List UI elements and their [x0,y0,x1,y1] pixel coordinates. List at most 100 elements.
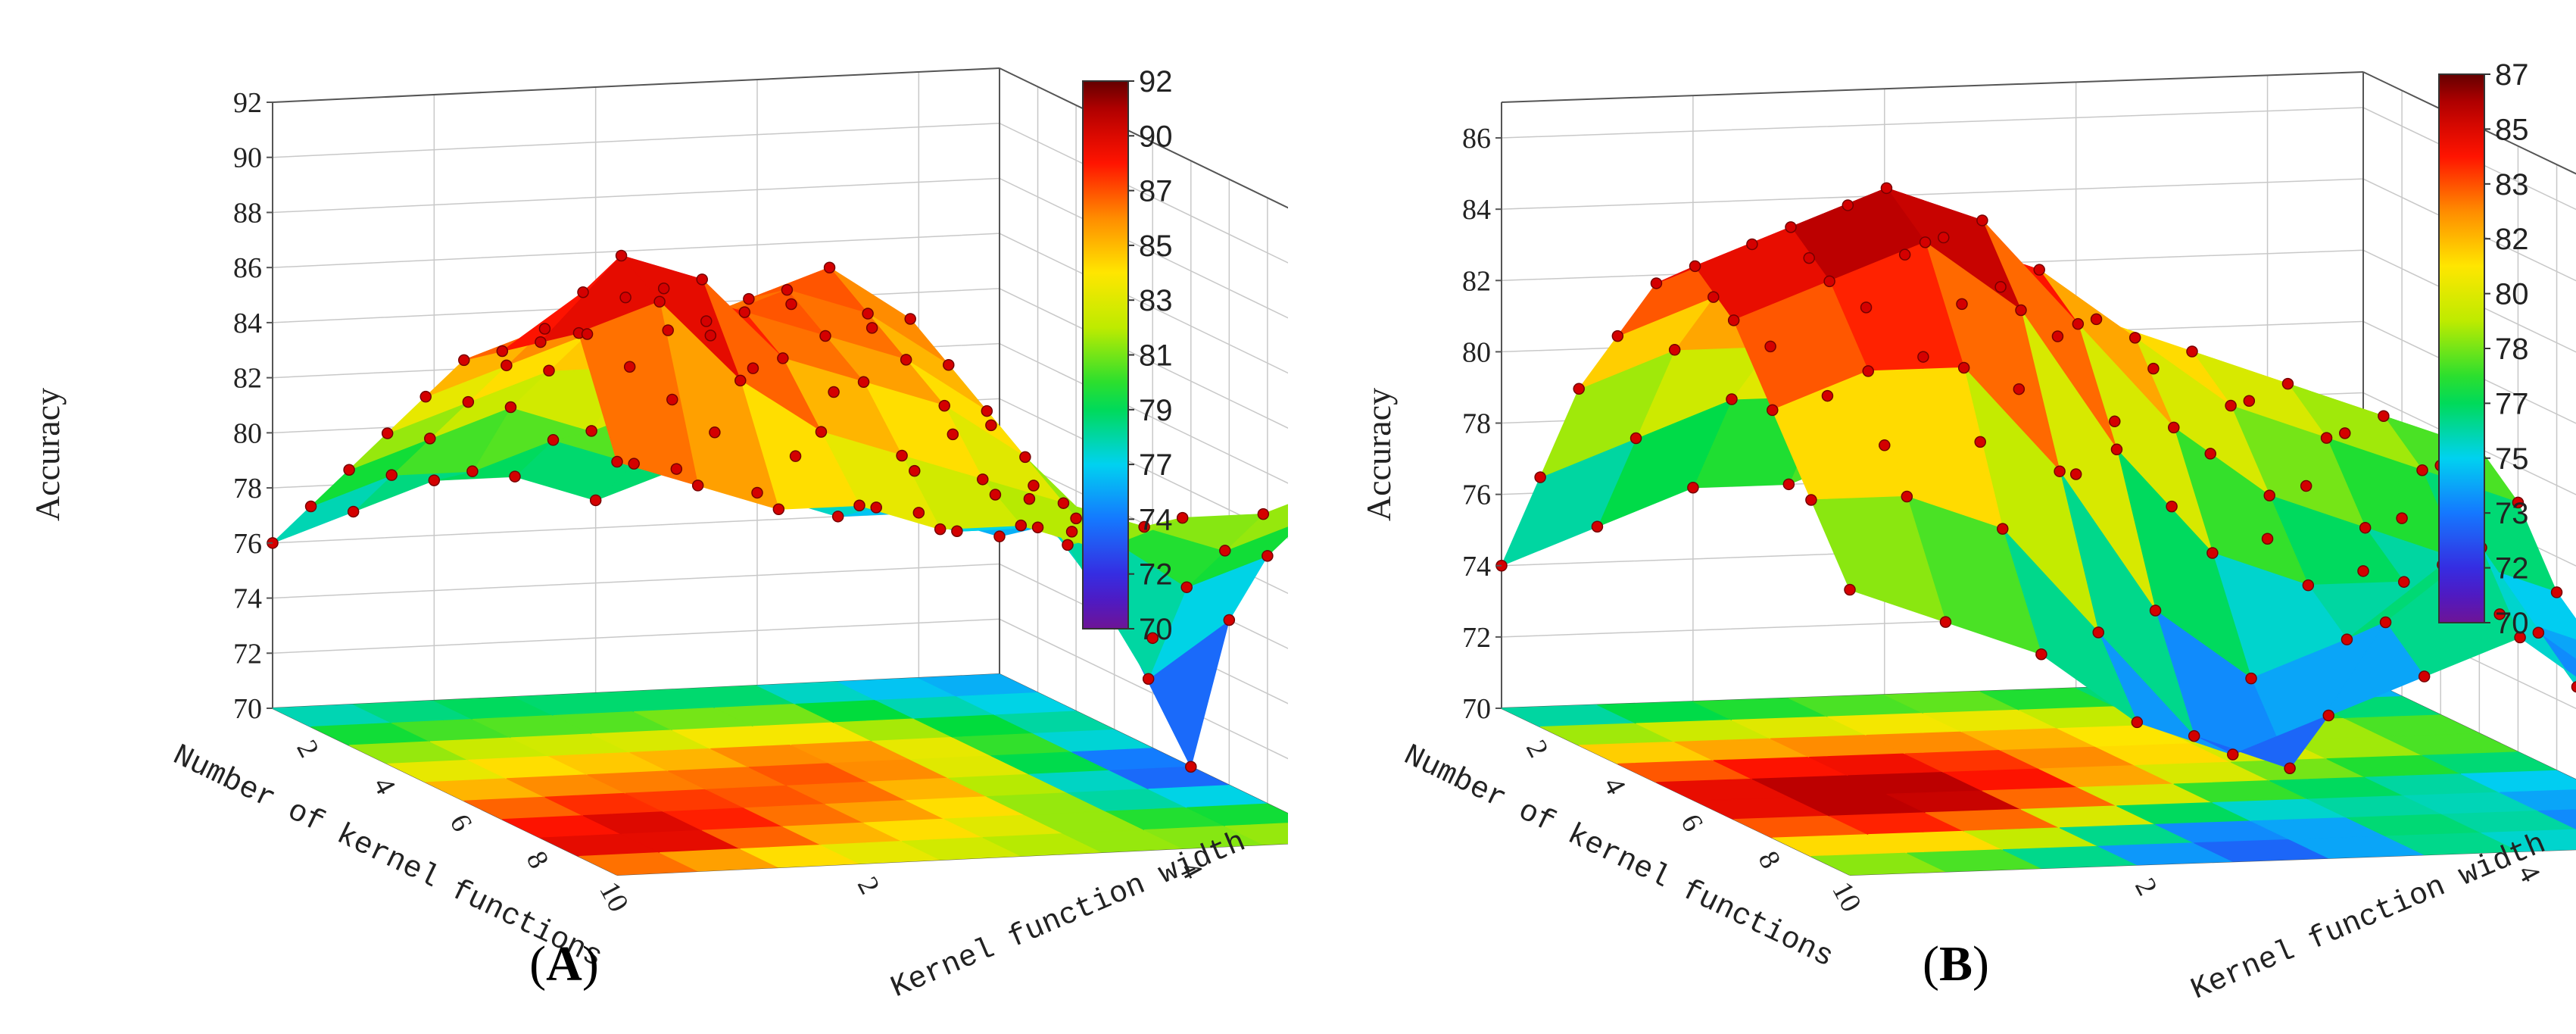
data-point [993,530,1006,542]
chart-panel-a: 70 72 74 76 78 80 82 84 86 88 90 92 2 4 6 8 10 2 4 Number o… [28,65,1288,1006]
data-point [785,298,797,311]
colorbar-tick-label: 85 [2495,113,2529,146]
z-tick-label: 82 [1462,265,1491,297]
x-tick-label: 8 [1752,846,1787,873]
data-point [2493,608,2506,620]
colorbar-tick-label: 77 [2495,387,2529,420]
data-point [1898,248,1911,261]
data-point [1611,330,1624,342]
data-point [1219,545,1231,557]
data-point [981,405,993,417]
data-point [734,374,747,387]
data-point [2359,521,2372,534]
x-tick-label: 6 [1674,809,1709,836]
data-point [585,425,597,437]
data-point [1689,260,1701,273]
data-point [2550,586,2563,598]
data-point [2263,489,2275,501]
data-point [347,505,360,518]
data-point [691,480,704,492]
y-tick-label: 2 [2128,873,2163,900]
data-point [1591,520,1604,533]
data-point [458,354,470,367]
floor-cell [1224,823,1288,845]
data-point [2035,648,2047,661]
x-tick-label: 6 [444,809,479,836]
data-point [2069,468,2082,480]
data-point [1956,298,1968,311]
data-point [2072,317,2085,330]
data-point [909,464,921,477]
colorbar-tick-label: 74 [1139,503,1173,536]
data-point [2149,604,2162,617]
z-tick-label: 78 [1462,408,1491,440]
data-point [2186,345,2198,358]
data-point [2054,465,2066,477]
data-point [789,450,802,462]
floor-cell [2500,789,2576,812]
data-point [2109,415,2121,428]
data-point [1028,480,1040,492]
z-tick-label: 76 [1462,480,1491,511]
data-point [1057,497,1070,509]
data-point [1919,236,1932,248]
floor-contour [272,673,1288,876]
data-point [343,464,355,476]
data-point [2166,500,2178,513]
colorbar-tick-label: 72 [2495,552,2529,586]
data-point [1180,581,1193,593]
data-point [777,352,789,364]
colorbar-tick-label: 77 [1139,448,1173,482]
data-point [1901,490,1913,503]
data-point [304,500,317,513]
data-point [977,473,989,486]
data-point [2416,464,2428,476]
data-point [615,249,628,262]
data-point [1997,523,2009,535]
floor-contour [1501,677,2576,876]
data-point [772,503,785,516]
data-point [653,295,666,308]
data-point [747,362,759,374]
data-point [504,401,517,414]
colorbar-tick-label: 85 [1139,230,1173,263]
data-point [1860,301,1873,314]
colorbar-tick-label: 70 [2495,607,2529,640]
data-point [428,474,441,486]
data-point [535,336,547,348]
axis-edge [272,67,1000,103]
data-point [2168,421,2180,434]
data-point [696,273,708,286]
data-point [2281,377,2294,390]
colorbar-tick-label: 73 [2495,497,2529,530]
data-point [862,308,874,320]
colorbar-tick-label: 79 [1139,394,1173,427]
data-point [2227,748,2239,761]
floor-cell [2460,770,2576,793]
data-point [1142,673,1155,685]
data-point [1957,361,1970,374]
colorbar-tick-label: 82 [2495,223,2529,256]
colorbar-tick-label: 81 [1139,339,1173,373]
colorbar-tick-label: 83 [1139,284,1173,317]
data-point [857,376,870,389]
colorbar-tick-label: 87 [2495,58,2529,92]
data-point [1879,439,1891,451]
data-point [1650,277,1663,289]
x-tick-label: 4 [1597,772,1632,799]
z-tick-label: 86 [1462,123,1491,155]
data-point [611,455,623,468]
data-point [709,426,721,439]
data-point [2131,716,2144,729]
colorbar-tick-label: 70 [1139,613,1173,646]
data-point [1023,492,1036,505]
data-point [1938,231,1950,244]
colorbar-tick-label: 90 [1139,120,1173,153]
data-point [2532,626,2545,639]
x-tick-label: 2 [1520,735,1555,762]
data-point [2051,330,2064,342]
data-point [2284,762,2296,774]
data-point [985,419,997,432]
data-markers [1495,182,2576,774]
